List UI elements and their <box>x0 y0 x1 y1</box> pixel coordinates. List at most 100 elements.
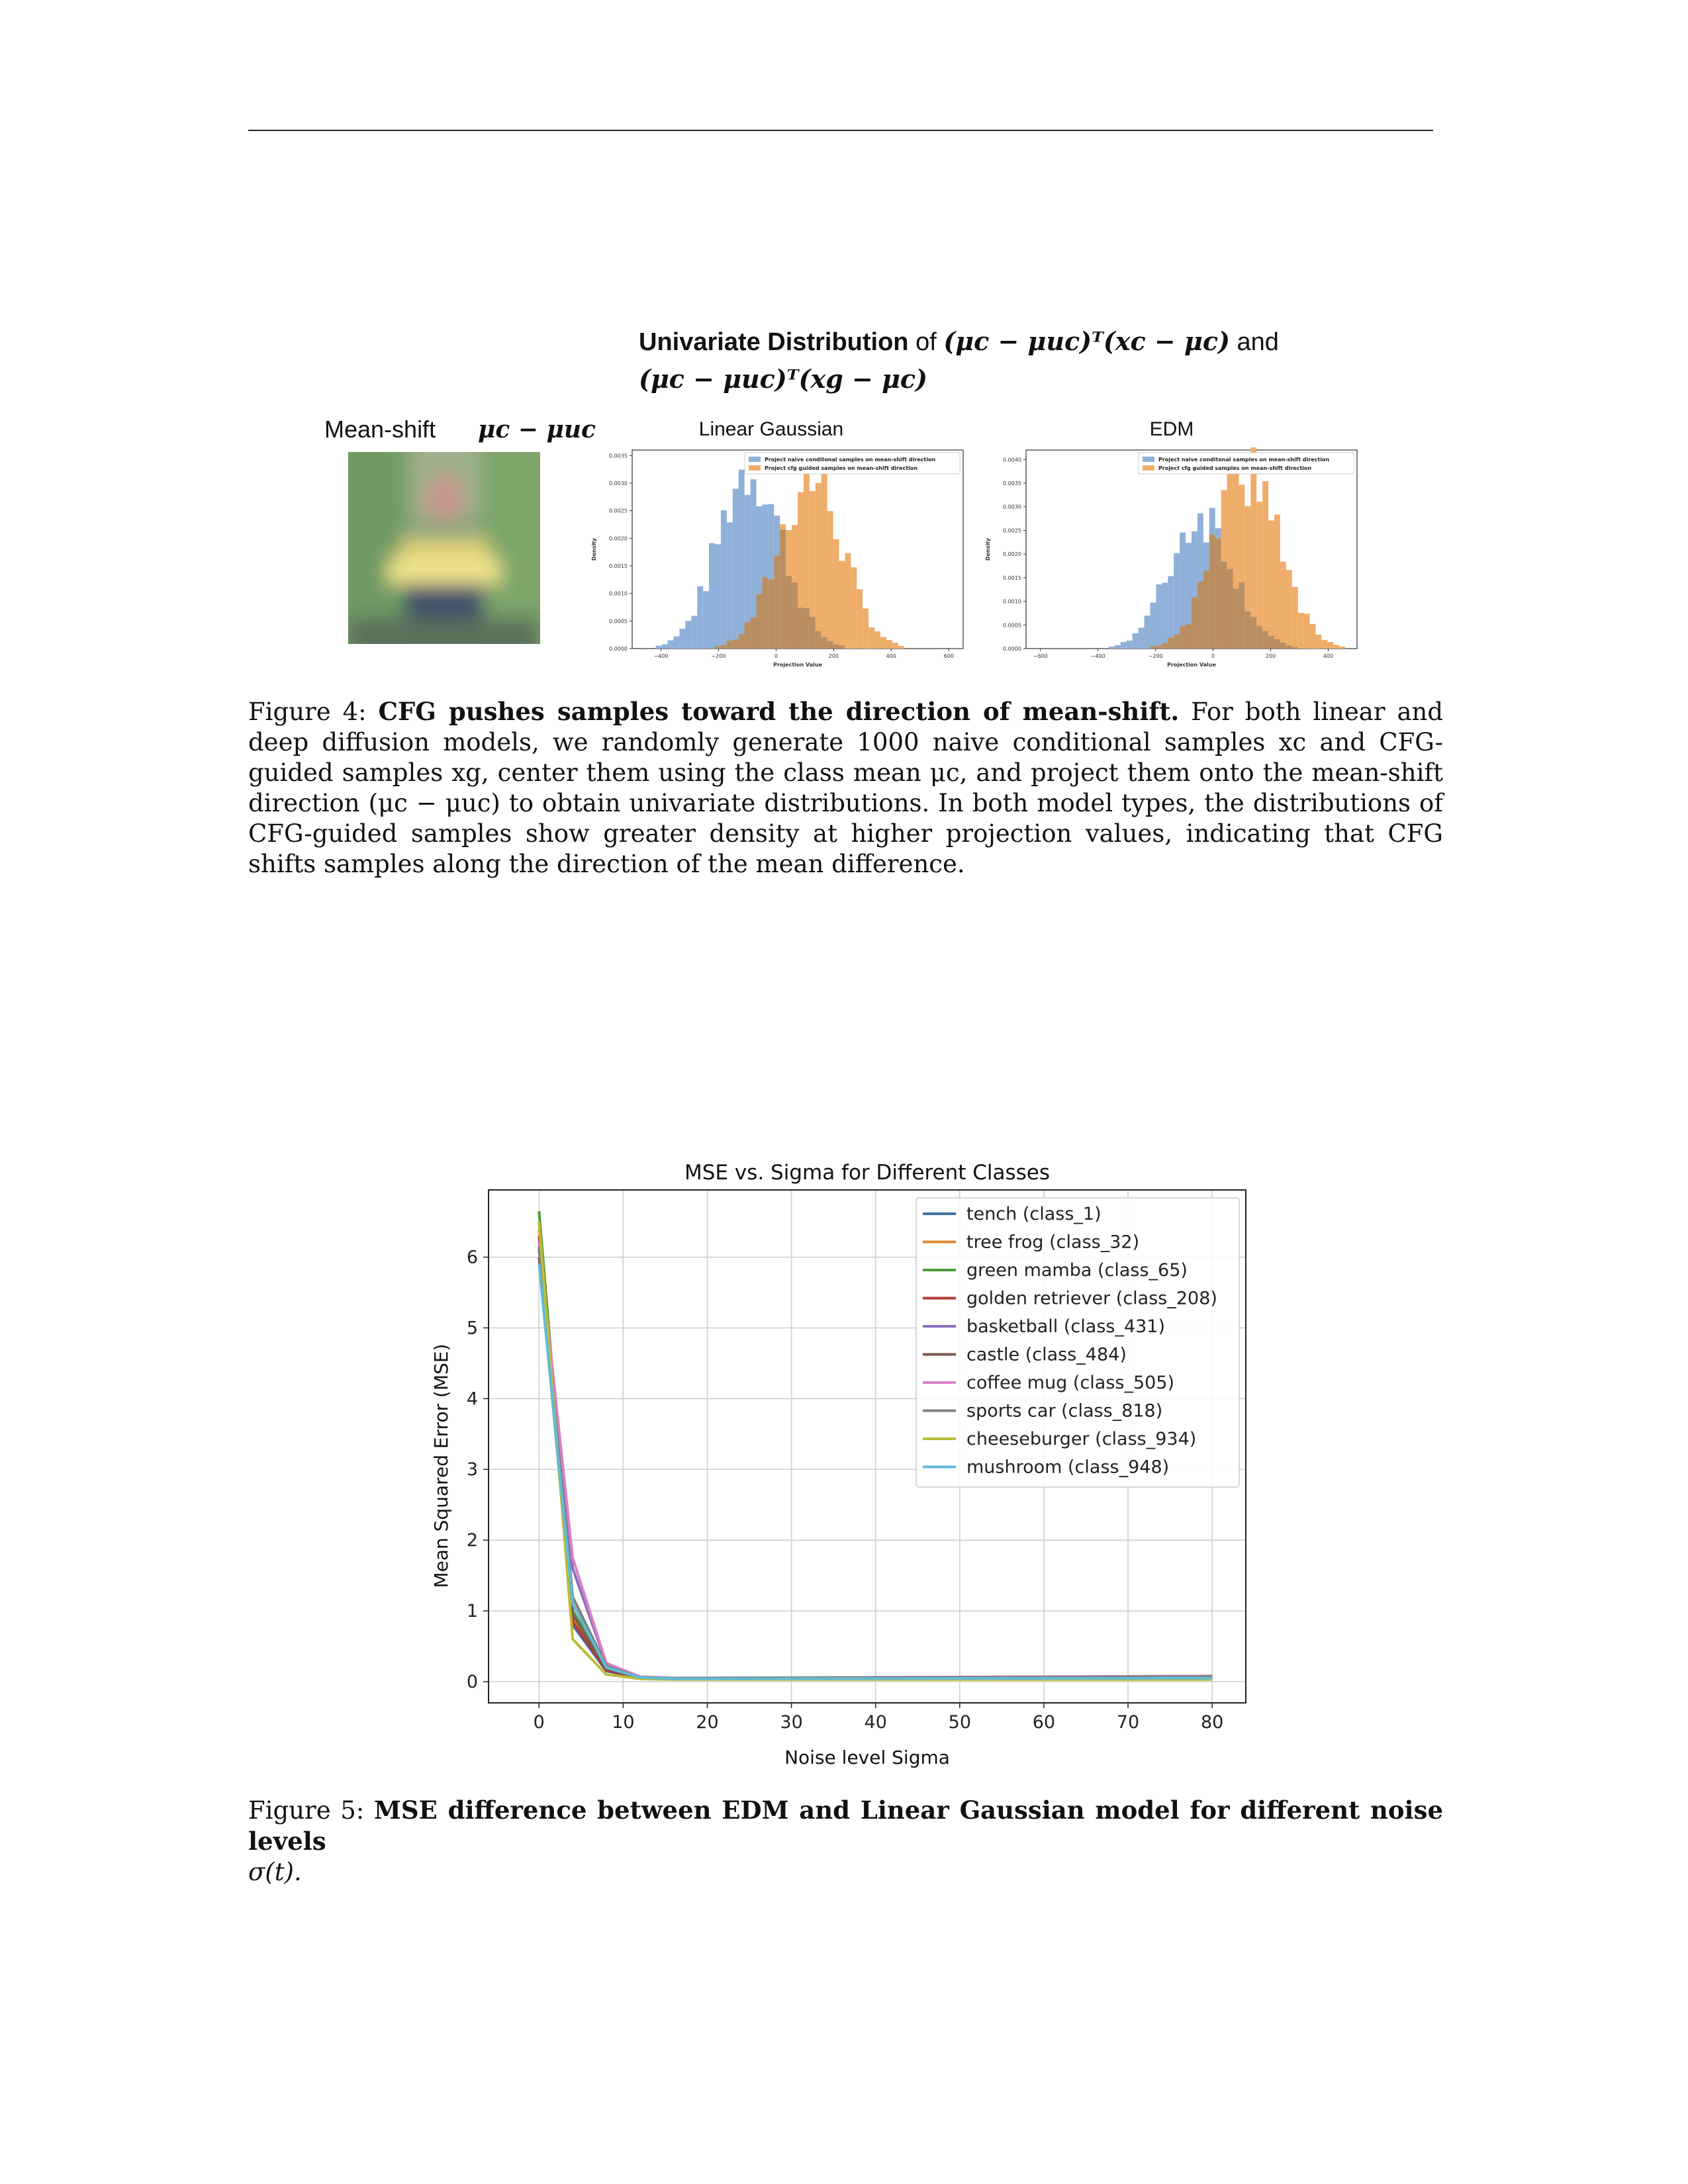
hist-bar-overlap <box>827 641 833 649</box>
hist-bar-naive <box>726 522 733 649</box>
hist-bar-cfg <box>851 567 857 649</box>
hist-xtick-label: 0 <box>1211 653 1215 659</box>
hist-bar-naive <box>720 510 727 649</box>
hist-xtick-label: −400 <box>653 653 668 659</box>
legend-label: coffee mug (class_505) <box>966 1373 1174 1393</box>
hist-bar-overlap <box>821 637 827 649</box>
hist-bar-overlap <box>815 631 821 649</box>
hist-bar-overlap <box>839 645 845 649</box>
hist-ytick-label: 0.0010 <box>609 591 628 597</box>
hist-bar-cfg <box>886 639 892 649</box>
plot-frame <box>488 1189 1246 1704</box>
histogram-edm: 0.0000 0.0005 0.0010 0.0015 0.0020 0.0025 0.00… <box>985 447 1358 668</box>
x-tick-label: 10 <box>612 1712 634 1733</box>
hist-ytick-label: 0.0000 <box>1003 646 1021 652</box>
hist-bar-naive <box>1120 642 1127 649</box>
hist-ytick-label: 0.0005 <box>1003 622 1021 628</box>
x-tick-label: 40 <box>865 1712 887 1733</box>
hist-xtick-label: 200 <box>829 653 839 659</box>
hist-bar-naive <box>1180 532 1186 649</box>
hist-bar-cfg <box>1321 640 1328 649</box>
hist-bar-overlap <box>833 644 839 649</box>
hist-bar-overlap <box>1192 597 1197 649</box>
figure4-title-of: of <box>915 328 937 356</box>
hist-bar-overlap <box>1256 626 1263 649</box>
hist-bar-cfg <box>1303 614 1310 649</box>
hist-legend-swatch <box>749 465 761 471</box>
legend-label: basketball (class_431) <box>966 1316 1165 1337</box>
legend-label: green mamba (class_65) <box>966 1260 1188 1281</box>
hist-bar-overlap <box>792 582 798 649</box>
hist-bar-naive <box>1197 513 1203 649</box>
legend-label: tench (class_1) <box>966 1204 1102 1224</box>
hist-ytick-label: 0.0025 <box>609 508 628 514</box>
hist-bar-naive <box>685 621 692 649</box>
hist-xlabel: Projection Value <box>1167 662 1216 668</box>
y-tick-label: 4 <box>467 1388 478 1409</box>
figure5-caption: Figure 5: MSE difference between EDM and… <box>248 1795 1443 1888</box>
hist-bar-overlap <box>1209 534 1215 649</box>
hist-bar-cfg <box>845 553 851 649</box>
x-tick-label: 70 <box>1117 1712 1139 1733</box>
meanshift-label: Mean-shift <box>324 416 436 443</box>
hist-bar-overlap <box>750 617 757 649</box>
hist-bar-overlap <box>756 594 763 649</box>
hist-bar-naive <box>703 591 710 649</box>
series-line <box>538 1264 1213 1680</box>
hist-bar-cfg <box>827 511 833 649</box>
hist-xtick-label: 0 <box>774 653 778 659</box>
hist-bar-naive <box>1138 627 1145 649</box>
hist-bar-cfg <box>892 643 898 649</box>
legend-label: tree frog (class_32) <box>966 1232 1139 1253</box>
hist-bar-cfg <box>1268 520 1274 649</box>
figure5-caption-bold: MSE difference between EDM and Linear Ga… <box>248 1796 1443 1856</box>
figure4-title-and: and <box>1237 328 1279 356</box>
hist-bar-cfg <box>874 631 880 649</box>
hist-bar-cfg <box>1256 502 1263 649</box>
hist-bar-overlap <box>1203 570 1209 649</box>
hist-bar-cfg <box>803 468 810 649</box>
y-tick-label: 3 <box>467 1459 478 1480</box>
hist-bar-overlap <box>780 529 786 649</box>
hist-legend-label: Project cfg guided samples on mean-shift… <box>765 465 917 471</box>
hist-bar-cfg <box>1297 613 1304 649</box>
hist-bar-naive <box>1144 615 1150 649</box>
hist-legend-box <box>1138 452 1354 475</box>
hist-bar-naive <box>762 504 769 649</box>
hist-legend-swatch <box>1143 465 1154 471</box>
hist-bar-cfg <box>863 608 869 649</box>
mse-vs-sigma-chart: MSE vs. Sigma for Different Classes Nois… <box>430 1161 1246 1768</box>
hist-ytick-label: 0.0005 <box>609 618 628 624</box>
hist-bar-overlap <box>762 577 769 649</box>
hist-ytick-label: 0.0035 <box>1003 480 1021 486</box>
figure4-title-expr1: (μc − μuc)ᵀ(xc − μc) <box>943 326 1230 356</box>
hist-legend-label: Project cfg guided samples on mean-shift… <box>1158 465 1311 471</box>
panel-title-edm: EDM <box>1149 418 1194 440</box>
figure4-caption-bold: CFG pushes samples toward the direction … <box>378 697 1180 726</box>
hist-ytick-label: 0.0015 <box>1003 575 1021 581</box>
hist-bar-naive <box>1186 543 1192 649</box>
meanshift-expr: μc − μuc <box>478 416 596 443</box>
figure4-caption-prefix: Figure 4: <box>248 698 367 726</box>
hist-bar-naive <box>679 629 686 649</box>
hist-legend-swatch <box>749 457 761 462</box>
legend-label: golden retriever (class_208) <box>966 1289 1217 1309</box>
hist-bar-overlap <box>809 617 816 649</box>
hist-bar-naive <box>1168 576 1174 649</box>
hist-bar-overlap <box>1262 631 1269 649</box>
hist-bar-overlap <box>726 641 733 649</box>
hist-bar-cfg <box>1291 586 1298 649</box>
hist-ytick-label: 0.0025 <box>1003 527 1021 533</box>
hist-bar-naive <box>1192 531 1197 649</box>
hist-bar-cfg <box>1233 473 1239 649</box>
y-tick-label: 6 <box>467 1248 478 1268</box>
y-tick-label: 5 <box>467 1318 478 1338</box>
hist-bar-cfg <box>1244 506 1251 649</box>
y-tick-label: 1 <box>467 1601 478 1621</box>
hist-bar-overlap <box>1239 582 1245 649</box>
hist-bar-naive <box>1114 645 1121 649</box>
hist-legend-swatch <box>1143 457 1154 462</box>
hist-bar-cfg <box>1309 623 1316 649</box>
hist-xtick-label: −200 <box>711 653 726 659</box>
hist-bar-naive <box>738 469 745 649</box>
